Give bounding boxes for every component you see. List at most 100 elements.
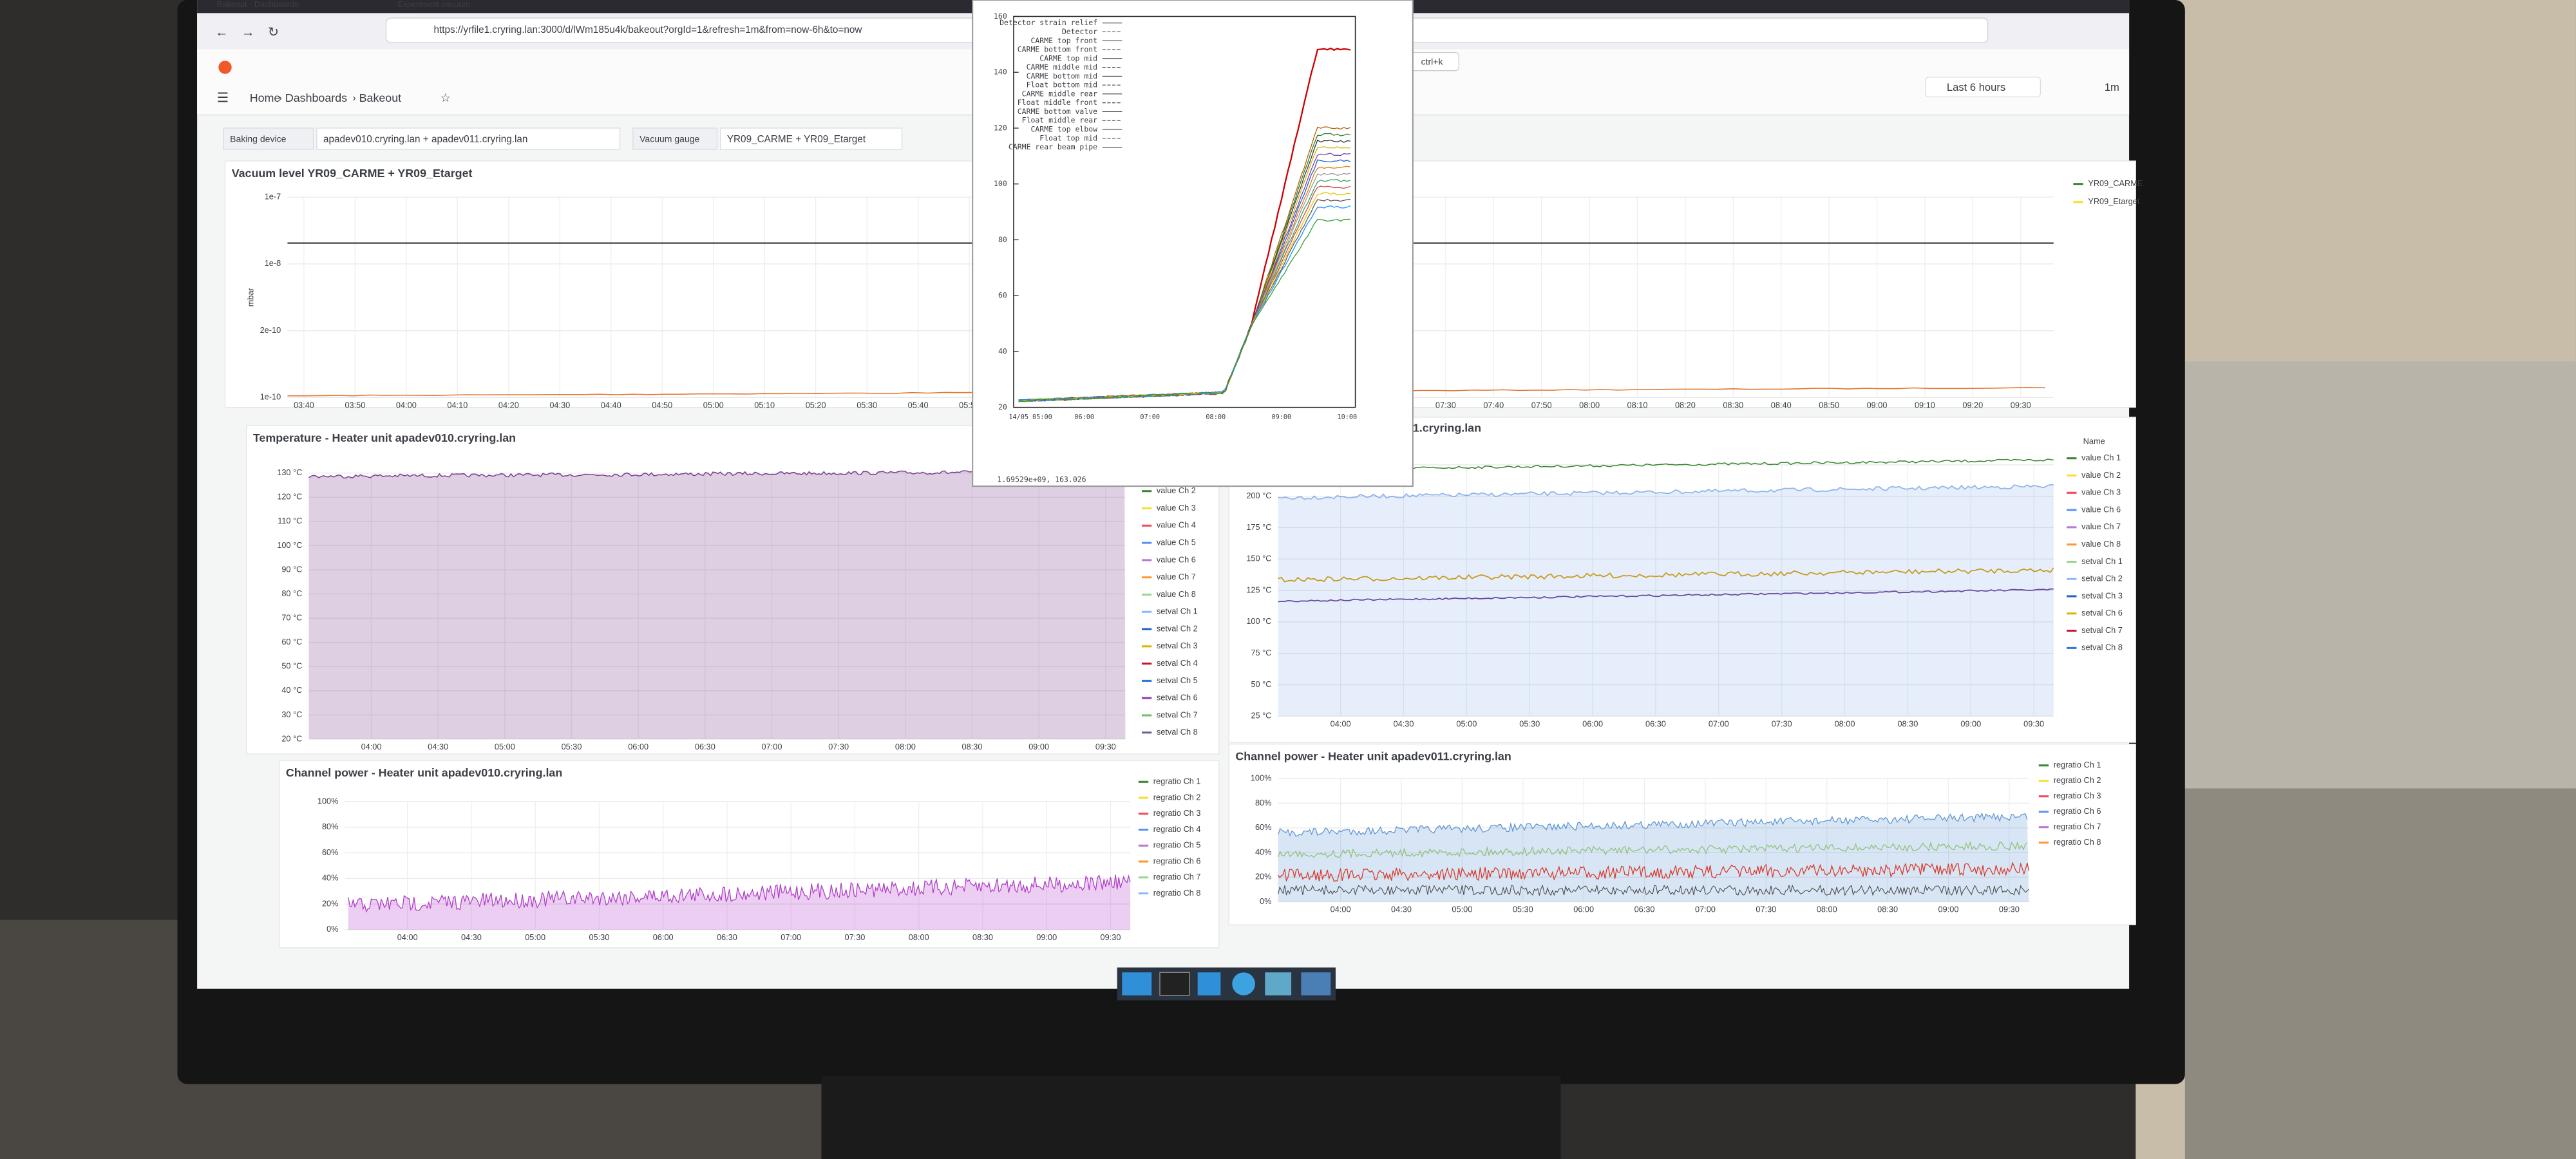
- legend-entry[interactable]: regratio Ch 6: [2054, 806, 2101, 816]
- x-tick-label: 08:40: [1771, 400, 1792, 410]
- legend-entry[interactable]: value Ch 3: [1157, 503, 1196, 513]
- breadcrumb[interactable]: Bakeout: [359, 91, 402, 104]
- legend-entry[interactable]: regratio Ch 8: [1153, 888, 1201, 898]
- x-tick-label: 06:30: [1634, 905, 1655, 914]
- legend-entry[interactable]: value Ch 4: [1157, 520, 1196, 530]
- x-tick-label: 06:00: [1573, 905, 1594, 914]
- legend-entry[interactable]: value Ch 8: [1157, 589, 1196, 599]
- legend-entry[interactable]: regratio Ch 2: [1153, 792, 1201, 802]
- legend-entry[interactable]: setval Ch 3: [1157, 641, 1198, 650]
- legend-entry[interactable]: setval Ch 1: [2081, 556, 2123, 566]
- y-axis-label: mbar: [246, 287, 256, 306]
- legend-entry[interactable]: setval Ch 8: [1157, 727, 1198, 737]
- browser-tab[interactable]: Bakeout - Dashboards: [217, 0, 299, 9]
- popup-legend-entry: CARME bottom front: [1018, 45, 1097, 54]
- legend-entry[interactable]: regratio Ch 2: [2054, 775, 2101, 785]
- popup-trace: [1018, 192, 1351, 402]
- legend-entry[interactable]: setval Ch 6: [2081, 608, 2123, 617]
- legend-entry[interactable]: setval Ch 7: [2081, 625, 2123, 635]
- popup-legend-entry: CARME rear beam pipe: [1009, 142, 1097, 151]
- x-tick-label: 04:30: [428, 742, 448, 751]
- floor: [2184, 788, 2576, 1159]
- x-tick-label: 09:10: [1915, 400, 1935, 410]
- legend-entry[interactable]: YR09_CARME: [2088, 178, 2143, 188]
- grafana-logo[interactable]: [218, 61, 232, 74]
- time-picker[interactable]: [1925, 77, 2041, 98]
- power-trace: [1278, 862, 2030, 882]
- legend-entry[interactable]: regratio Ch 6: [1153, 856, 1201, 865]
- legend-entry[interactable]: setval Ch 7: [1157, 710, 1198, 719]
- legend-entry[interactable]: regratio Ch 7: [1153, 872, 1201, 881]
- taskbar-icon[interactable]: [1159, 972, 1190, 996]
- reload-icon[interactable]: ↻: [268, 25, 279, 39]
- legend-entry[interactable]: YR09_Etarget: [2088, 196, 2140, 206]
- legend-entry[interactable]: value Ch 2: [1157, 485, 1196, 495]
- legend-entry[interactable]: regratio Ch 5: [1153, 840, 1201, 850]
- taskbar-icon[interactable]: [1122, 972, 1152, 995]
- legend-entry[interactable]: value Ch 1: [2081, 453, 2121, 462]
- legend-entry[interactable]: value Ch 3: [2081, 487, 2121, 497]
- breadcrumb[interactable]: Home: [250, 91, 281, 104]
- x-tick-label: 08:00: [895, 742, 916, 751]
- legend-entry[interactable]: regratio Ch 1: [2054, 760, 2101, 769]
- x-tick-label: 09:30: [2011, 400, 2031, 410]
- url[interactable]: https://yrfile1.cryring.lan:3000/d/lWm18…: [433, 24, 862, 35]
- x-tick-label: 07:50: [1531, 400, 1552, 410]
- variable-value[interactable]: YR09_CARME + YR09_Etarget: [727, 134, 866, 145]
- legend-entry[interactable]: regratio Ch 1: [1153, 777, 1201, 786]
- forward-icon[interactable]: →: [242, 25, 254, 39]
- legend-entry[interactable]: value Ch 8: [2081, 539, 2121, 549]
- legend-entry[interactable]: value Ch 6: [2081, 504, 2121, 514]
- breadcrumb-separator: ›: [352, 93, 355, 104]
- variable-select[interactable]: [316, 127, 621, 150]
- legend-entry[interactable]: setval Ch 8: [2081, 643, 2123, 652]
- popup-x-tick-label: 08:00: [1206, 414, 1226, 421]
- legend-entry[interactable]: setval Ch 1: [1157, 607, 1198, 616]
- legend-entry[interactable]: setval Ch 2: [1157, 623, 1198, 633]
- taskbar-icon[interactable]: [1197, 972, 1221, 995]
- star-icon[interactable]: ☆: [440, 91, 451, 104]
- x-tick-label: 09:30: [1095, 742, 1116, 751]
- time-range[interactable]: Last 6 hours: [1947, 81, 2005, 93]
- legend-entry[interactable]: setval Ch 3: [2081, 590, 2123, 600]
- legend-entry[interactable]: value Ch 7: [1157, 572, 1196, 581]
- browser-tab[interactable]: Experiment vacuum: [397, 0, 470, 9]
- legend-entry[interactable]: regratio Ch 3: [1153, 808, 1201, 818]
- back-icon[interactable]: ←: [215, 25, 228, 39]
- y-tick-label: 80 °C: [281, 589, 302, 598]
- power-trace: [1278, 841, 2028, 859]
- x-tick-label: 04:10: [447, 400, 468, 410]
- y-tick-label: 80%: [322, 822, 339, 831]
- legend-entry[interactable]: regratio Ch 7: [2054, 822, 2101, 831]
- menu-icon[interactable]: ☰: [217, 91, 229, 105]
- breadcrumb[interactable]: Dashboards: [285, 91, 347, 104]
- legend-entry[interactable]: value Ch 6: [1157, 554, 1196, 564]
- variable-value[interactable]: apadev010.cryring.lan + apadev011.cryrin…: [323, 134, 527, 145]
- legend-entry[interactable]: regratio Ch 3: [2054, 791, 2101, 800]
- legend-entry[interactable]: setval Ch 2: [2081, 574, 2123, 583]
- legend-entry[interactable]: setval Ch 6: [1157, 693, 1198, 702]
- x-tick-label: 04:00: [397, 932, 418, 942]
- power-trace: [1278, 812, 2028, 837]
- legend-entry[interactable]: regratio Ch 8: [2054, 837, 2101, 847]
- variable-select[interactable]: [719, 127, 903, 150]
- legend-entry[interactable]: value Ch 5: [1157, 537, 1196, 547]
- x-tick-label: 05:30: [589, 932, 609, 942]
- legend-entry[interactable]: value Ch 2: [2081, 470, 2121, 480]
- legend-entry[interactable]: value Ch 7: [2081, 522, 2121, 531]
- taskbar-icon[interactable]: [1265, 972, 1292, 995]
- x-tick-label: 06:00: [628, 742, 649, 751]
- x-tick-label: 06:30: [695, 742, 715, 751]
- x-tick-label: 04:00: [1331, 905, 1351, 914]
- y-tick-label: 25 °C: [1251, 711, 1271, 721]
- x-tick-label: 05:30: [562, 742, 582, 751]
- legend-entry[interactable]: regratio Ch 4: [1153, 824, 1201, 834]
- refresh-interval[interactable]: 1m: [2105, 81, 2119, 93]
- legend-entry[interactable]: setval Ch 5: [1157, 675, 1198, 685]
- legend-entry[interactable]: setval Ch 4: [1157, 658, 1198, 668]
- variable-label-box: [223, 127, 314, 150]
- taskbar-icon[interactable]: [1301, 972, 1331, 995]
- taskbar-icon[interactable]: [1232, 972, 1255, 995]
- y-tick-label: 1e-8: [265, 258, 281, 268]
- y-tick-label: 200 °C: [1246, 491, 1271, 500]
